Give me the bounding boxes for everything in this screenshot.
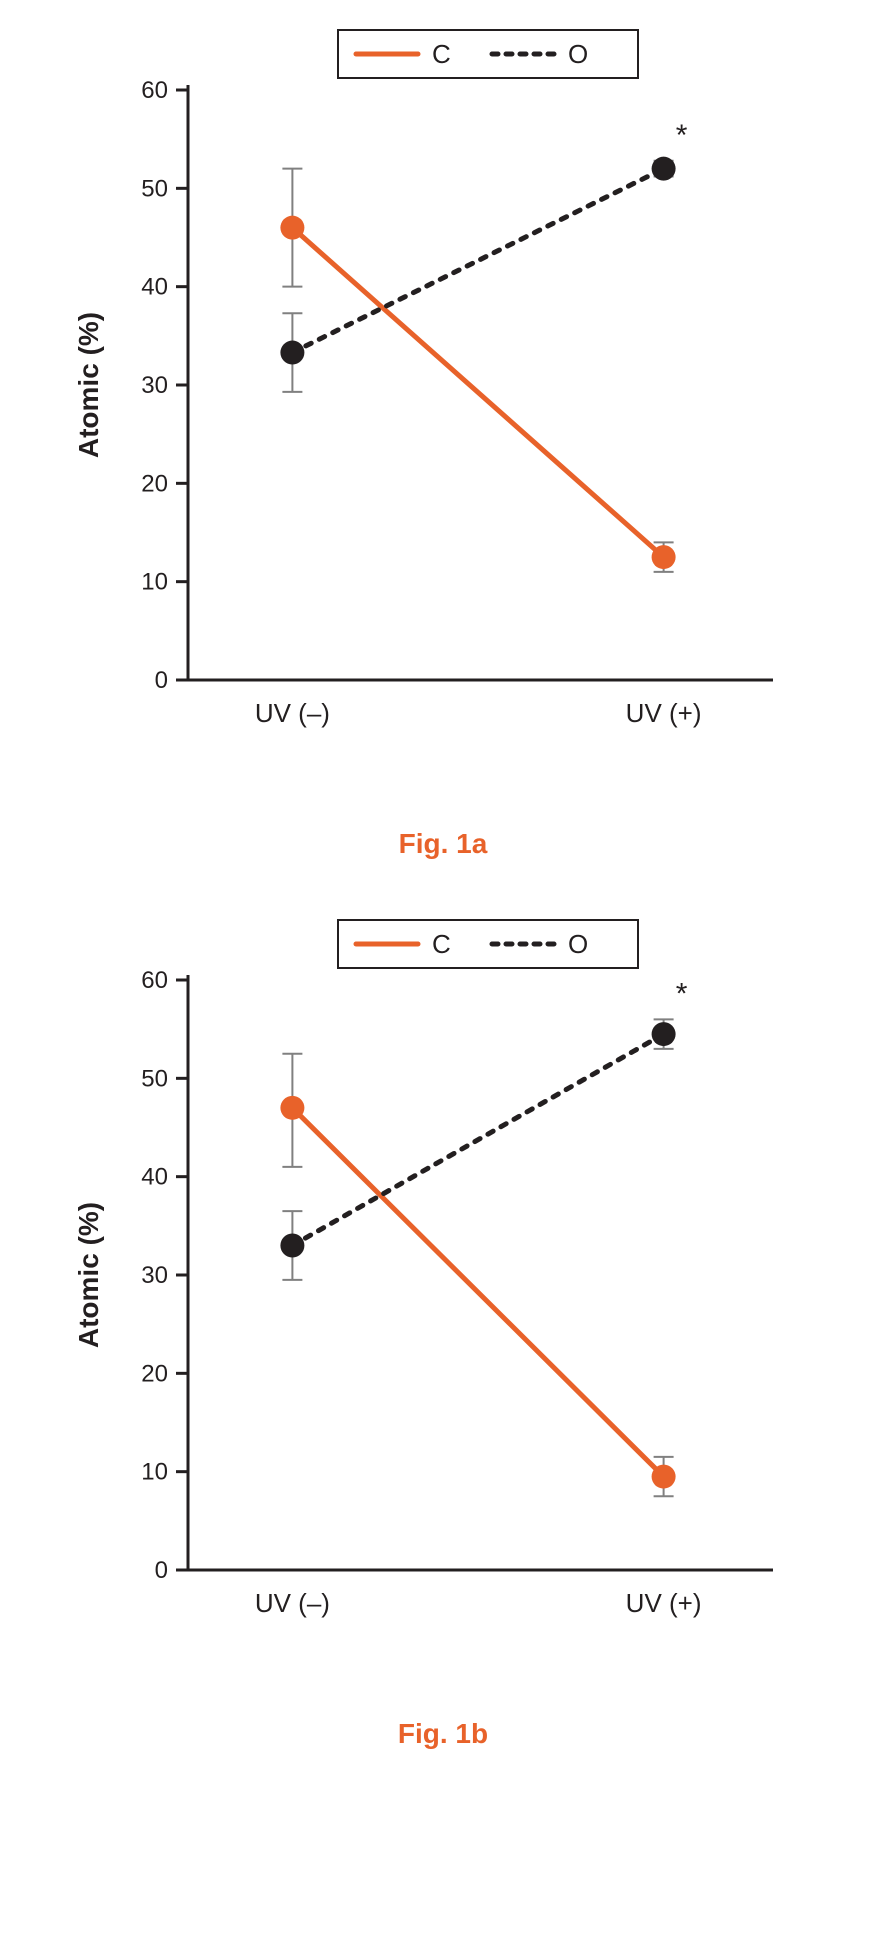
- y-tick-label: 30: [141, 1262, 168, 1289]
- y-axis-label: Atomic (%): [73, 312, 104, 458]
- y-tick-label: 0: [155, 1557, 168, 1584]
- y-tick-label: 40: [141, 1164, 168, 1191]
- data-point: [652, 1022, 676, 1046]
- y-axis-label: Atomic (%): [73, 1202, 104, 1348]
- chart-svg-fig1a: 0 10 20 30 40 50 60 Atomic (%) UV (–) UV (+) C O *: [68, 20, 818, 800]
- legend-label: O: [568, 39, 588, 69]
- caption-fig1a: Fig. 1a: [399, 828, 488, 860]
- chart-fig1b: 0 10 20 30 40 50 60 Atomic (%) UV (–) UV (+) C O * F…: [68, 910, 818, 1800]
- significance-marker: *: [676, 977, 688, 1010]
- x-category-label: UV (–): [255, 1588, 330, 1618]
- y-tick-label: 10: [141, 569, 168, 596]
- data-point: [652, 545, 676, 569]
- y-tick-label: 10: [141, 1459, 168, 1486]
- series-line-C: [292, 228, 663, 557]
- data-point: [652, 1465, 676, 1489]
- legend-label: O: [568, 929, 588, 959]
- y-tick-label: 20: [141, 470, 168, 497]
- data-point: [280, 341, 304, 365]
- y-tick-label: 50: [141, 1065, 168, 1092]
- legend-label: C: [432, 929, 451, 959]
- y-tick-label: 40: [141, 274, 168, 301]
- x-category-label: UV (–): [255, 698, 330, 728]
- y-tick-label: 60: [141, 77, 168, 104]
- x-category-label: UV (+): [626, 698, 702, 728]
- chart-svg-fig1b: 0 10 20 30 40 50 60 Atomic (%) UV (–) UV (+) C O *: [68, 910, 818, 1690]
- figure-container: 0 10 20 30 40 50 60 Atomic (%) UV (–) UV (+) C O * F…: [0, 0, 886, 1820]
- y-tick-label: 0: [155, 667, 168, 694]
- legend-label: C: [432, 39, 451, 69]
- y-tick-label: 30: [141, 372, 168, 399]
- series-line-O: [292, 1034, 663, 1245]
- significance-marker: *: [676, 119, 688, 152]
- caption-fig1b: Fig. 1b: [398, 1718, 488, 1750]
- y-tick-label: 20: [141, 1360, 168, 1387]
- y-tick-label: 60: [141, 967, 168, 994]
- series-line-C: [292, 1108, 663, 1477]
- data-point: [280, 216, 304, 240]
- y-tick-label: 50: [141, 175, 168, 202]
- data-point: [280, 1096, 304, 1120]
- chart-fig1a: 0 10 20 30 40 50 60 Atomic (%) UV (–) UV (+) C O * F…: [68, 20, 818, 910]
- data-point: [280, 1234, 304, 1258]
- x-category-label: UV (+): [626, 1588, 702, 1618]
- data-point: [652, 157, 676, 181]
- series-line-O: [292, 169, 663, 353]
